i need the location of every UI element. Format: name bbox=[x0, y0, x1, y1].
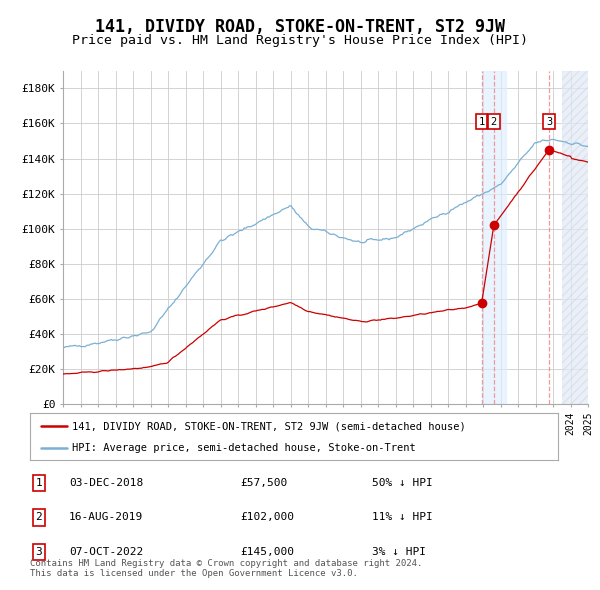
Text: 3: 3 bbox=[35, 547, 43, 556]
Text: HPI: Average price, semi-detached house, Stoke-on-Trent: HPI: Average price, semi-detached house,… bbox=[72, 444, 416, 453]
Text: £102,000: £102,000 bbox=[240, 513, 294, 522]
Text: 50% ↓ HPI: 50% ↓ HPI bbox=[372, 478, 433, 488]
Text: 16-AUG-2019: 16-AUG-2019 bbox=[69, 513, 143, 522]
Text: 3% ↓ HPI: 3% ↓ HPI bbox=[372, 547, 426, 556]
Text: 141, DIVIDY ROAD, STOKE-ON-TRENT, ST2 9JW: 141, DIVIDY ROAD, STOKE-ON-TRENT, ST2 9J… bbox=[95, 18, 505, 36]
Text: £145,000: £145,000 bbox=[240, 547, 294, 556]
Text: 03-DEC-2018: 03-DEC-2018 bbox=[69, 478, 143, 488]
Text: 2: 2 bbox=[35, 513, 43, 522]
Text: 3: 3 bbox=[546, 117, 552, 127]
Text: 11% ↓ HPI: 11% ↓ HPI bbox=[372, 513, 433, 522]
Bar bbox=[562, 71, 588, 404]
Text: 1: 1 bbox=[35, 478, 43, 488]
Text: Price paid vs. HM Land Registry's House Price Index (HPI): Price paid vs. HM Land Registry's House … bbox=[72, 34, 528, 47]
Text: 2: 2 bbox=[491, 117, 497, 127]
Text: £57,500: £57,500 bbox=[240, 478, 287, 488]
Bar bbox=[482, 71, 506, 404]
Text: 141, DIVIDY ROAD, STOKE-ON-TRENT, ST2 9JW (semi-detached house): 141, DIVIDY ROAD, STOKE-ON-TRENT, ST2 9J… bbox=[72, 421, 466, 431]
Text: 1: 1 bbox=[478, 117, 485, 127]
Text: 07-OCT-2022: 07-OCT-2022 bbox=[69, 547, 143, 556]
Text: Contains HM Land Registry data © Crown copyright and database right 2024.
This d: Contains HM Land Registry data © Crown c… bbox=[30, 559, 422, 578]
